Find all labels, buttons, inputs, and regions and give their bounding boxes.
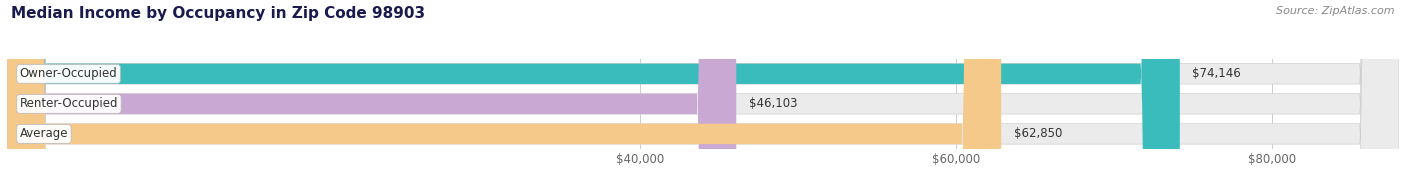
Text: $46,103: $46,103	[749, 97, 797, 110]
Text: Renter-Occupied: Renter-Occupied	[20, 97, 118, 110]
Text: Owner-Occupied: Owner-Occupied	[20, 67, 118, 80]
FancyBboxPatch shape	[7, 0, 1001, 196]
FancyBboxPatch shape	[7, 0, 1180, 196]
FancyBboxPatch shape	[7, 0, 1399, 196]
FancyBboxPatch shape	[7, 0, 737, 196]
Text: Average: Average	[20, 127, 67, 140]
FancyBboxPatch shape	[7, 0, 1399, 196]
Text: Median Income by Occupancy in Zip Code 98903: Median Income by Occupancy in Zip Code 9…	[11, 6, 426, 21]
Text: Source: ZipAtlas.com: Source: ZipAtlas.com	[1277, 6, 1395, 16]
Text: $62,850: $62,850	[1014, 127, 1062, 140]
FancyBboxPatch shape	[7, 0, 1399, 196]
Text: $74,146: $74,146	[1192, 67, 1241, 80]
